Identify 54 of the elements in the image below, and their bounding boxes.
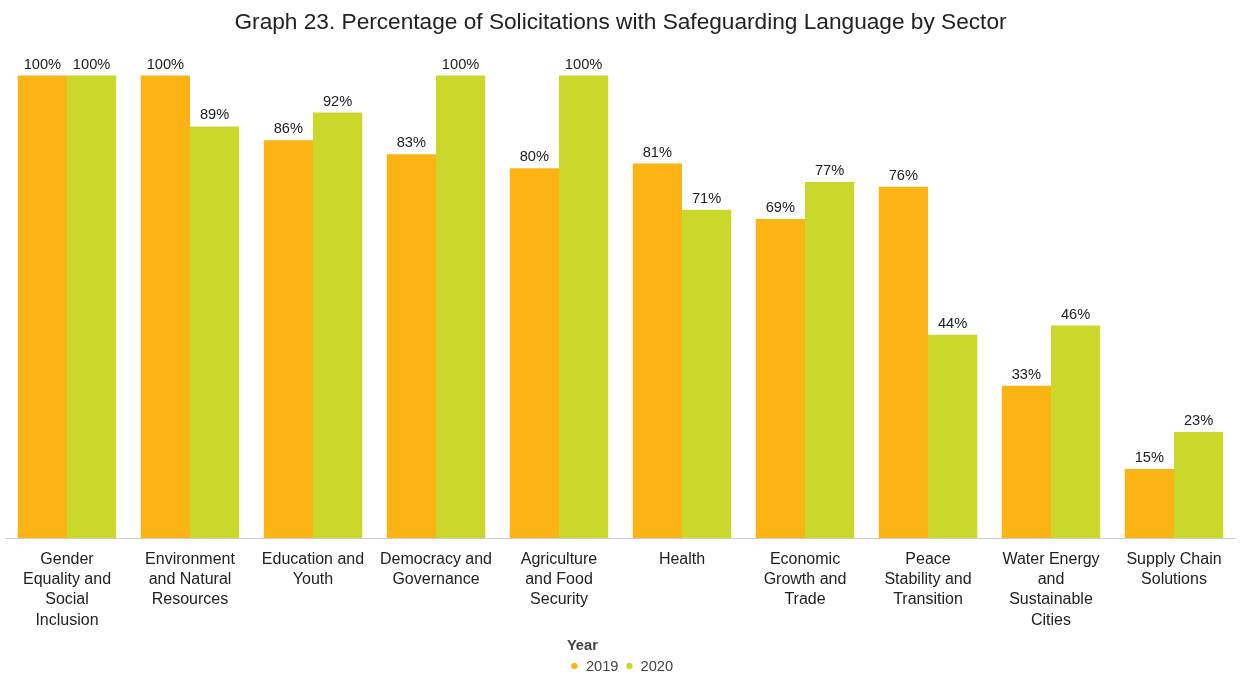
- data-label: 80%: [519, 148, 550, 165]
- data-label: 100%: [146, 55, 185, 72]
- bar: [67, 75, 117, 539]
- bar: [755, 219, 805, 539]
- x-tick-label: Supply Chain Solutions: [1126, 549, 1222, 587]
- bar: [682, 209, 732, 539]
- bar: [140, 75, 190, 539]
- x-tick-label: Agriculture and Food Security: [520, 549, 598, 608]
- data-label: 81%: [642, 143, 673, 160]
- x-tick-label: Education and Youth: [261, 549, 365, 587]
- legend-title: Year: [566, 636, 599, 653]
- data-label: 83%: [396, 134, 427, 151]
- chart-title: Graph 23. Percentage of Solicitations with Safeguarding Language by Sector: [234, 7, 1007, 34]
- bar: [878, 186, 928, 539]
- x-tick-label: Peace Stability and Transition: [884, 549, 972, 608]
- bar: [1174, 432, 1224, 539]
- bar: [1001, 385, 1051, 539]
- data-label: 89%: [199, 106, 230, 123]
- bar: [386, 154, 436, 539]
- data-label: 71%: [691, 189, 722, 206]
- bar: [263, 140, 313, 539]
- bar: [313, 112, 363, 539]
- bar: [805, 182, 855, 539]
- data-label: 76%: [888, 166, 919, 183]
- x-tick-label: Economic Growth and Trade: [763, 549, 847, 608]
- bar: [559, 75, 609, 539]
- data-label: 69%: [765, 199, 796, 216]
- data-label: 100%: [23, 55, 62, 72]
- x-tick-label: Gender Equality and Social Inclusion: [22, 549, 112, 628]
- x-tick-label: Environment and Natural Resources: [145, 549, 236, 608]
- legend-label: 2020: [640, 657, 674, 674]
- legend-label: 2019: [585, 657, 619, 674]
- x-tick-label: Health: [658, 549, 706, 567]
- data-label: 44%: [937, 314, 968, 331]
- x-tick-label: Water Energy and Sustainable Cities: [1002, 549, 1100, 628]
- bar: [1124, 469, 1174, 539]
- bar: [928, 334, 978, 539]
- data-label: 23%: [1183, 412, 1214, 429]
- data-label: 100%: [441, 55, 480, 72]
- data-label: 77%: [814, 162, 845, 179]
- data-label: 92%: [322, 92, 353, 109]
- data-label: 100%: [564, 55, 603, 72]
- data-label: 15%: [1134, 449, 1165, 466]
- bar: [190, 126, 240, 539]
- data-label: 86%: [273, 120, 304, 137]
- bar: [17, 75, 67, 539]
- x-tick-label: Democracy and Governance: [379, 549, 493, 587]
- data-label: 46%: [1060, 305, 1091, 322]
- data-label: 33%: [1011, 365, 1042, 382]
- bar: [1051, 325, 1101, 539]
- bar: [509, 168, 559, 539]
- bar: [632, 163, 682, 539]
- bar: [436, 75, 486, 539]
- data-label: 100%: [72, 55, 111, 72]
